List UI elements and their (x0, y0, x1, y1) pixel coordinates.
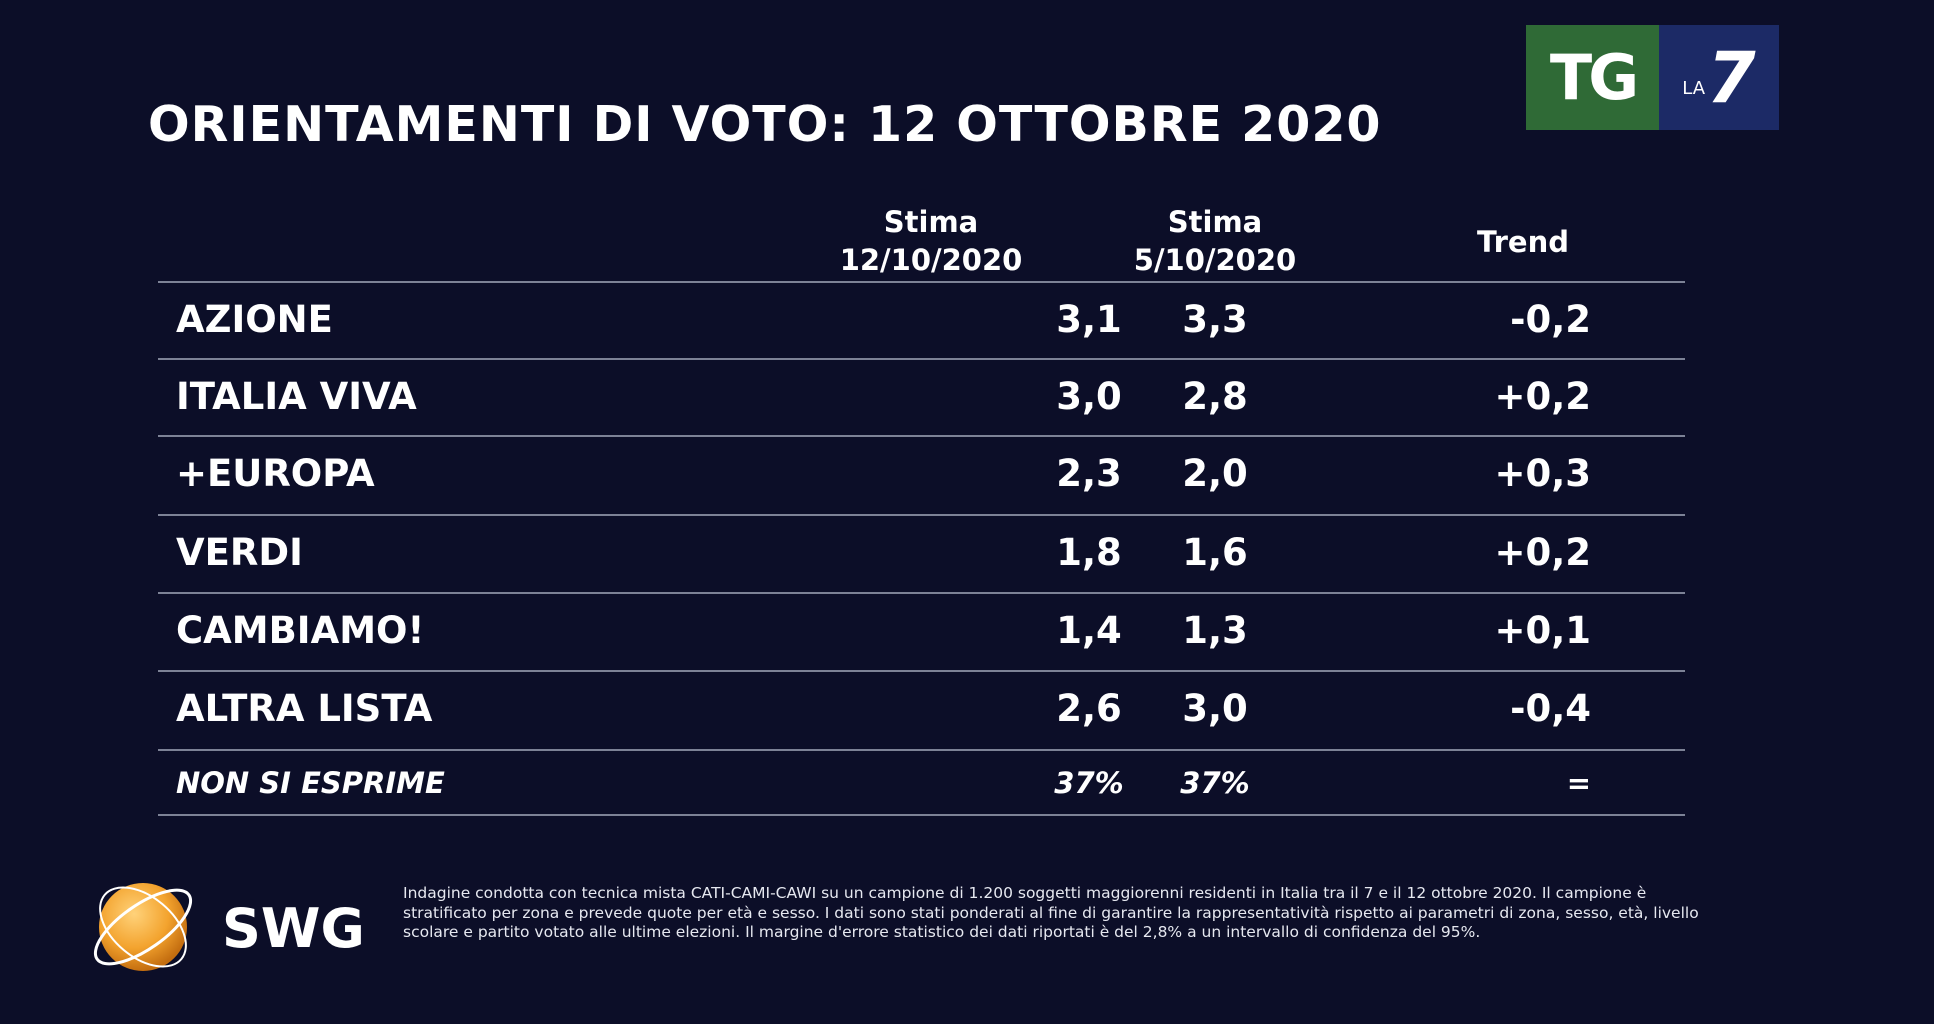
divider (158, 514, 1685, 516)
divider (158, 749, 1685, 751)
trend: -0,2 (1510, 298, 1591, 341)
table-row: VERDI 1,8 1,6 +0,2 (158, 515, 1685, 591)
tg-la7-logo: TG LA 7 (1526, 25, 1779, 130)
stima-5-10: 2,0 (1182, 452, 1248, 495)
header-line2: 12/10/2020 (839, 243, 1023, 277)
stima-5-10: 2,8 (1182, 375, 1248, 418)
header-line1: Stima (1167, 205, 1263, 239)
header-trend: Trend (1477, 225, 1569, 259)
table-row: AZIONE 3,1 3,3 -0,2 (158, 282, 1685, 358)
stima-12-10: 37% (1054, 766, 1124, 800)
divider (158, 281, 1685, 283)
stima-12-10: 3,0 (1056, 375, 1122, 418)
header-stima-5-10: Stima 5/10/2020 (1065, 203, 1365, 279)
party-name: +EUROPA (176, 452, 375, 495)
stima-5-10: 1,3 (1182, 609, 1248, 652)
swg-logo-text: SWG (222, 897, 365, 960)
trend: +0,3 (1494, 452, 1591, 495)
divider (158, 814, 1685, 816)
header-stima-12-10: Stima 12/10/2020 (781, 203, 1081, 279)
table-row: CAMBIAMO! 1,4 1,3 +0,1 (158, 593, 1685, 669)
table-row-non-si-esprime: NON SI ESPRIME 37% 37% = (158, 750, 1685, 814)
page-title: ORIENTAMENTI DI VOTO: 12 OTTOBRE 2020 (148, 96, 1382, 153)
divider (158, 435, 1685, 437)
party-name: CAMBIAMO! (176, 609, 425, 652)
stima-5-10: 3,0 (1182, 687, 1248, 730)
party-name: ITALIA VIVA (176, 375, 417, 418)
methodology-note: Indagine condotta con tecnica mista CATI… (403, 884, 1699, 941)
table-row: +EUROPA 2,3 2,0 +0,3 (158, 436, 1685, 512)
party-name: AZIONE (176, 298, 333, 341)
stima-12-10: 1,8 (1056, 531, 1122, 574)
divider (158, 670, 1685, 672)
divider (158, 358, 1685, 360)
stima-12-10: 3,1 (1056, 298, 1122, 341)
logo-la: LA (1682, 78, 1706, 99)
trend: = (1566, 766, 1591, 800)
stima-5-10: 1,6 (1182, 531, 1248, 574)
logo-la7: LA 7 (1659, 25, 1779, 130)
stima-12-10: 2,3 (1056, 452, 1122, 495)
table-row: ITALIA VIVA 3,0 2,8 +0,2 (158, 359, 1685, 435)
party-name: VERDI (176, 531, 303, 574)
swg-globe-icon (93, 883, 193, 971)
table-row: ALTRA LISTA 2,6 3,0 -0,4 (158, 671, 1685, 747)
trend: +0,2 (1494, 375, 1591, 418)
stima-12-10: 2,6 (1056, 687, 1122, 730)
logo-seven: 7 (1707, 36, 1756, 119)
stima-12-10: 1,4 (1056, 609, 1122, 652)
party-name: ALTRA LISTA (176, 687, 433, 730)
trend: +0,1 (1494, 609, 1591, 652)
header-line2: 5/10/2020 (1133, 243, 1297, 277)
party-name: NON SI ESPRIME (176, 766, 445, 800)
stima-5-10: 37% (1180, 766, 1250, 800)
header-line1: Stima (883, 205, 979, 239)
divider (158, 592, 1685, 594)
trend: +0,2 (1494, 531, 1591, 574)
trend: -0,4 (1510, 687, 1591, 730)
logo-tg: TG (1526, 25, 1659, 130)
stima-5-10: 3,3 (1182, 298, 1248, 341)
